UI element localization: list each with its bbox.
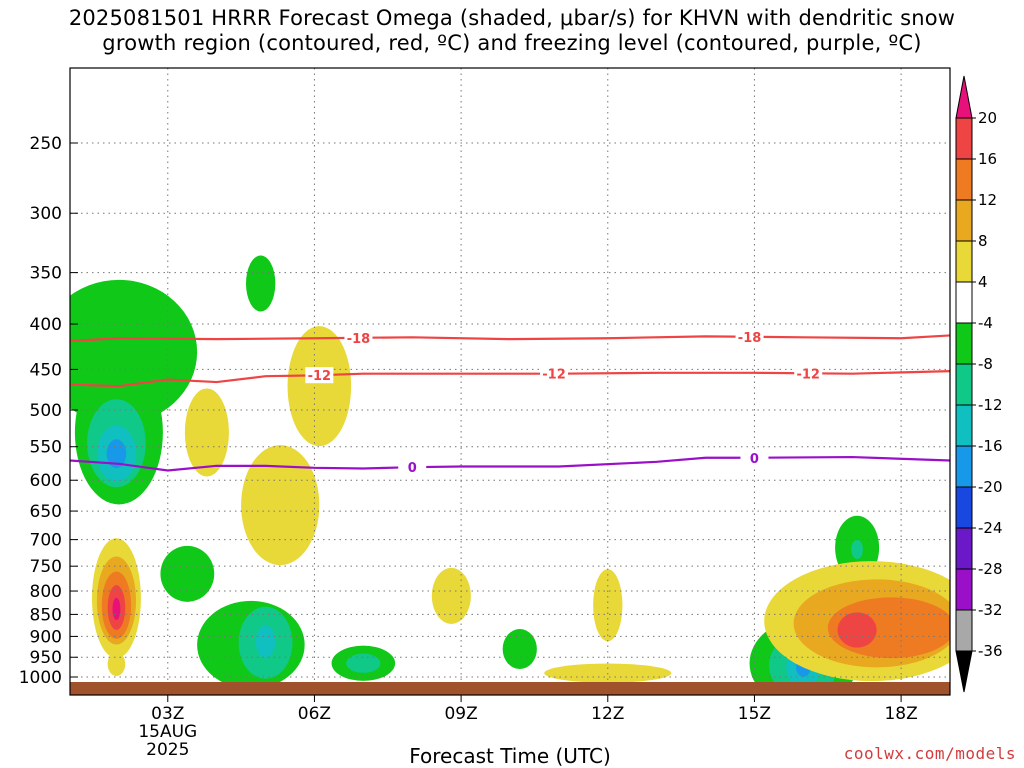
y-tick-label: 700	[30, 531, 62, 551]
grid-layer	[70, 68, 950, 695]
omega-shade	[106, 439, 127, 469]
x-tick-label: 03Z	[151, 704, 184, 724]
omega-shade	[112, 597, 121, 621]
colorbar-tick-label: -32	[978, 601, 1003, 619]
y-tick-label: 750	[30, 557, 62, 577]
y-tick-label: 1000	[19, 668, 62, 688]
colorbar-arrow-bottom	[955, 650, 973, 693]
colorbar-tick-label: -12	[978, 396, 1003, 414]
omega-shade	[593, 569, 623, 642]
y-tick-label: 450	[30, 360, 62, 380]
omega-shade	[346, 653, 381, 673]
credit-link[interactable]: coolwx.com/models	[843, 744, 1016, 763]
colorbar-tick-label: 12	[978, 191, 997, 209]
colorbar-bin	[955, 568, 973, 611]
y-tick-label: 900	[30, 627, 62, 647]
contour-label-bg	[398, 459, 427, 476]
contour-label: -18	[738, 331, 762, 346]
y-tick-label: 350	[30, 264, 62, 284]
x-tick-label: 18Z	[884, 704, 917, 724]
omega-shade	[502, 629, 537, 670]
colorbar-bin	[955, 117, 973, 160]
y-tick-label: 250	[30, 134, 62, 154]
colorbar-bin	[955, 486, 973, 529]
omega-shade	[241, 445, 320, 566]
x-tick-label: 12Z	[591, 704, 624, 724]
colorbar-tick-label: -16	[978, 437, 1003, 455]
y-tick-label: 300	[30, 204, 62, 224]
colorbar-tick-label: 16	[978, 150, 997, 168]
colorbar-bin	[955, 363, 973, 406]
colorbar-bin	[955, 158, 973, 201]
y-tick-label: 650	[30, 502, 62, 522]
x-axis-label: Forecast Time (UTC)	[409, 744, 611, 768]
omega-shade	[431, 567, 471, 624]
colorbar-bin	[955, 527, 973, 570]
colorbar-tick-label: -8	[978, 355, 993, 373]
colorbar: 20 16 12 8 4 -4 -8 -12 -16 -20 -24 -28 -32 -36	[955, 75, 1003, 693]
y-tick-label: 500	[30, 401, 62, 421]
colorbar-arrow-top	[955, 75, 973, 119]
colorbar-bin	[955, 281, 973, 324]
contour-label: -12	[796, 367, 820, 382]
colorbar-bin	[955, 322, 973, 365]
y-axis: 2503003504004505005506006507007508008509…	[19, 134, 78, 688]
contour-label-bg	[794, 365, 823, 382]
omega-shade	[851, 539, 863, 559]
y-tick-label: 800	[30, 582, 62, 602]
omega-shade	[255, 625, 276, 658]
contour-line	[70, 370, 950, 388]
contour-label-bg	[540, 365, 568, 382]
plot-frame	[69, 67, 951, 696]
contour-label-bg	[305, 367, 334, 384]
ground-bar	[70, 682, 950, 695]
contour-label: 0	[408, 461, 417, 476]
contour-line	[70, 334, 950, 343]
contour-label-bg	[344, 329, 373, 346]
omega-shade	[107, 652, 126, 677]
colorbar-bin	[955, 240, 973, 283]
x-tick-label: 09Z	[444, 704, 477, 724]
x-tick-date-label: 2025	[146, 740, 189, 760]
colorbar-bin	[955, 404, 973, 447]
x-tick-label: 15Z	[738, 704, 771, 724]
y-tick-label: 950	[30, 648, 62, 668]
colorbar-tick-label: -36	[978, 642, 1003, 660]
contour-label: -12	[308, 369, 332, 384]
colorbar-tick-label: -28	[978, 560, 1003, 578]
omega-shade	[287, 326, 352, 447]
colorbar-tick-label: -4	[978, 314, 993, 332]
x-tick-label: 06Z	[298, 704, 331, 724]
contour-label-bg	[735, 328, 764, 345]
colorbar-tick-label: -20	[978, 478, 1003, 496]
omega-shade	[160, 545, 215, 602]
chart-title-line-1: 2025081501 HRRR Forecast Omega (shaded, …	[68, 6, 956, 30]
contour-label: -12	[542, 368, 566, 383]
contour-layer: -18 -18 -12 -12 -12 0 0	[70, 328, 950, 476]
y-tick-label: 400	[30, 315, 62, 335]
colorbar-tick-label: 20	[978, 109, 997, 127]
omega-shade	[184, 388, 229, 477]
contour-label-bg	[740, 449, 769, 466]
contour-label: 0	[750, 452, 759, 467]
x-tick-date-label: 15AUG	[138, 722, 197, 742]
chart-title-line-2: growth region (contoured, red, ºC) and f…	[102, 31, 922, 55]
colorbar-tick-label: -24	[978, 519, 1003, 537]
y-tick-label: 600	[30, 471, 62, 491]
colorbar-bin	[955, 445, 973, 488]
contour-label: -18	[347, 332, 371, 347]
colorbar-tick-label: 8	[978, 232, 988, 250]
y-tick-label: 850	[30, 605, 62, 625]
y-tick-label: 550	[30, 438, 62, 458]
colorbar-bin	[955, 199, 973, 242]
omega-shade	[245, 255, 276, 312]
colorbar-bin	[955, 609, 973, 652]
omega-shade	[837, 612, 877, 648]
colorbar-tick-label: 4	[978, 273, 988, 291]
